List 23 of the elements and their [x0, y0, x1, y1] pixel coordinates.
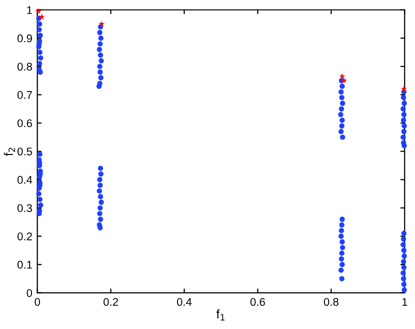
y-tick-label: 0.5: [17, 148, 32, 156]
point: [38, 14, 45, 20]
y-tick-label: 0.7: [17, 91, 32, 99]
point: [98, 20, 105, 27]
y-tick-label: 0.3: [17, 204, 32, 212]
y-tick-label: 0: [26, 289, 32, 297]
x-tick-label: 0: [34, 298, 40, 306]
point: [340, 77, 348, 84]
x-tick-label: 1: [402, 298, 408, 306]
x-tick-label: 0.6: [250, 298, 265, 306]
y-tick-label: 0.4: [17, 176, 32, 184]
x-tick-label: 0.4: [176, 298, 192, 306]
x-tick-label: 0.2: [104, 298, 118, 306]
y-tick-label: 0.9: [17, 34, 32, 42]
y-tick-label: 0.8: [17, 62, 32, 71]
point: [400, 86, 407, 92]
y-tick-label: 0.2: [17, 232, 32, 240]
x-axis-title: f$_{1}$: [216, 309, 225, 320]
y-tick-label: 0.1: [17, 260, 32, 269]
y-axis-title: f$_{2}$: [4, 148, 16, 156]
x-tick-label: 0.8: [324, 298, 338, 306]
y-tick-label: 1: [27, 6, 32, 14]
y-tick-label: 0.6: [17, 119, 32, 128]
